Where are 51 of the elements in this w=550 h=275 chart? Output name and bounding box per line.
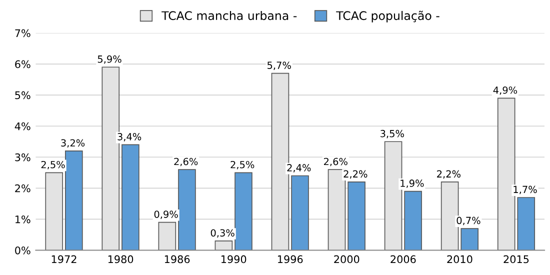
data-label: 0,7% bbox=[456, 216, 480, 226]
y-tick-label: 2% bbox=[15, 184, 30, 192]
y-tick-label: 3% bbox=[15, 153, 30, 162]
bar bbox=[404, 190, 422, 250]
y-tick-label: 4% bbox=[14, 122, 30, 130]
bar bbox=[158, 222, 176, 250]
x-tick-label: 2000 bbox=[334, 255, 360, 264]
bar bbox=[460, 228, 478, 250]
bar bbox=[291, 175, 309, 250]
data-label: 3,4% bbox=[118, 133, 142, 142]
x-tick-label: 1980 bbox=[108, 255, 134, 264]
data-label: 1,9% bbox=[400, 180, 424, 188]
y-tick-label: 0% bbox=[15, 246, 30, 254]
x-tick-label: 2015 bbox=[504, 255, 529, 264]
bar bbox=[384, 141, 402, 250]
bar bbox=[517, 197, 536, 250]
data-label: 2,5% bbox=[41, 160, 65, 170]
bar bbox=[234, 172, 252, 250]
data-label: 3,2% bbox=[61, 139, 85, 148]
bar bbox=[348, 182, 366, 250]
bar bbox=[178, 169, 196, 250]
bar bbox=[214, 240, 233, 250]
bar bbox=[65, 150, 83, 250]
x-tick-label: 2010 bbox=[447, 255, 472, 264]
y-tick-label: 1% bbox=[16, 215, 30, 224]
data-label: 0,9% bbox=[154, 210, 178, 219]
data-label: 3,5% bbox=[380, 130, 404, 138]
data-label: 2,5% bbox=[230, 160, 254, 170]
legend-label: TCAC população - bbox=[336, 10, 440, 22]
data-label: 5,9% bbox=[98, 55, 122, 64]
data-label: 0,3% bbox=[210, 229, 234, 238]
data-label: 2,4% bbox=[287, 164, 311, 172]
x-tick-label: 1972 bbox=[52, 255, 76, 264]
x-tick-label: 1990 bbox=[221, 255, 246, 264]
y-tick-label: 6% bbox=[15, 60, 30, 68]
x-tick-label: 2006 bbox=[390, 255, 416, 264]
data-label: 2,6% bbox=[174, 158, 198, 166]
x-tick-label: 1996 bbox=[278, 255, 303, 264]
data-label: 5,7% bbox=[268, 62, 291, 70]
data-label: 1,7% bbox=[514, 186, 537, 194]
bar bbox=[45, 172, 64, 250]
data-label: 2,2% bbox=[344, 170, 368, 179]
data-label: 2,2% bbox=[437, 170, 460, 179]
y-tick-label: 5% bbox=[15, 91, 30, 100]
data-label: 4,9% bbox=[493, 86, 518, 95]
bar bbox=[497, 98, 516, 250]
y-tick-label: 7% bbox=[15, 29, 30, 38]
x-tick-label: 1986 bbox=[164, 255, 190, 264]
data-label: 2,6% bbox=[324, 158, 348, 166]
bar bbox=[122, 144, 140, 250]
legend-label: TCAC mancha urbana - bbox=[162, 10, 297, 20]
